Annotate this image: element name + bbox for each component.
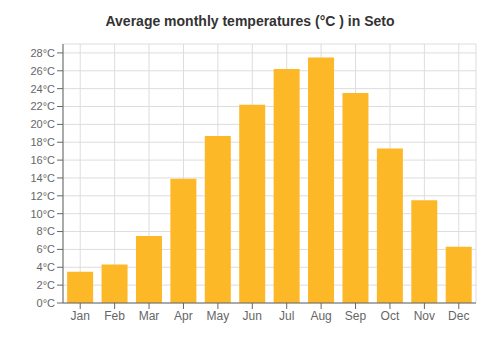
svg-text:0°C: 0°C [37, 297, 56, 309]
svg-text:18°C: 18°C [30, 136, 55, 148]
svg-text:26°C: 26°C [30, 65, 55, 77]
svg-text:May: May [207, 309, 230, 323]
svg-text:Feb: Feb [104, 309, 125, 323]
svg-text:10°C: 10°C [30, 208, 55, 220]
svg-text:14°C: 14°C [30, 172, 55, 184]
svg-text:Nov: Nov [414, 309, 435, 323]
svg-text:Dec: Dec [448, 309, 469, 323]
svg-text:Jan: Jan [71, 309, 90, 323]
svg-text:Jun: Jun [243, 309, 262, 323]
svg-text:Mar: Mar [139, 309, 160, 323]
svg-text:12°C: 12°C [30, 190, 55, 202]
html-text:Average monthly temperatures (: Average monthly temperatures (°C ) in Se… [105, 13, 395, 29]
svg-text:Jul: Jul [279, 309, 294, 323]
svg-text:22°C: 22°C [30, 100, 55, 112]
svg-text:20°C: 20°C [30, 118, 55, 130]
svg-text:Apr: Apr [174, 309, 193, 323]
svg-text:24°C: 24°C [30, 83, 55, 95]
svg-text:Aug: Aug [310, 309, 331, 323]
svg-text:8°C: 8°C [37, 225, 56, 237]
svg-text:4°C: 4°C [37, 261, 56, 273]
svg-text:Oct: Oct [381, 309, 400, 323]
svg-text:Sep: Sep [345, 309, 367, 323]
svg-text:28°C: 28°C [30, 47, 55, 59]
svg-text:16°C: 16°C [30, 154, 55, 166]
svg-text:6°C: 6°C [37, 243, 56, 255]
svg-text:2°C: 2°C [37, 279, 56, 291]
